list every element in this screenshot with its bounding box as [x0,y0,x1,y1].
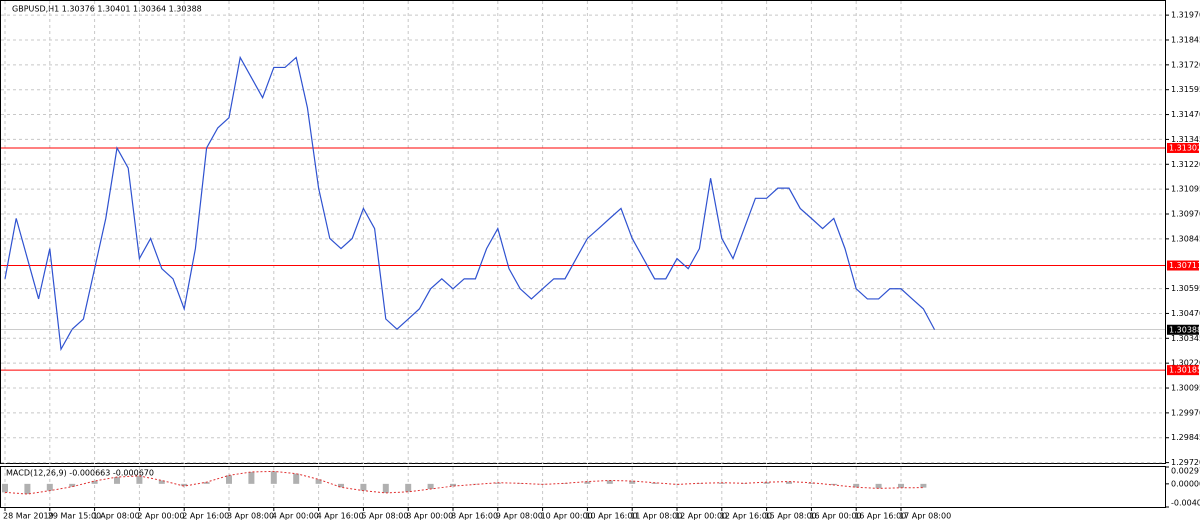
macd-bar [46,483,53,491]
x-tick-label: 2 Apr 00:00 [137,512,184,521]
macd-title: MACD(12,26,9) -0.000663 -0.000670 [6,469,154,478]
y-tick-label: 1.31595 [1171,85,1200,94]
macd-bar [226,475,232,484]
macd-bar [808,482,815,484]
price-label-box [1167,365,1199,376]
y-tick-label: 1.30595 [1171,284,1200,293]
y-tick-label: 1.31095 [1171,185,1200,194]
macd-bar [853,483,860,488]
x-tick-label: 11 Apr 08:00 [630,512,682,521]
macd-bar [69,483,76,487]
macd-bar [114,477,120,484]
macd-bar [718,482,725,484]
y-tick-label: 1.30095 [1171,384,1200,393]
macd-bar [158,480,165,484]
price-label-box [1167,142,1199,153]
macd-bar [136,475,143,484]
x-tick-label: 28 Mar 2019 [3,512,54,521]
x-tick-label: 2 Apr 16:00 [182,512,229,521]
y-tick-label: 1.30345 [1171,334,1200,343]
macd-bar [830,483,837,485]
x-tick-label: 5 Apr 08:00 [361,512,408,521]
macd-bar [360,483,367,491]
y-tick-label: 1.31345 [1171,135,1200,144]
macd-bar [696,483,703,484]
macd-bar [763,482,770,484]
macd-bar [91,481,98,484]
macd-bar [494,482,501,484]
x-tick-label: 4 Apr 16:00 [317,512,364,521]
last-price-label: 1.30388 [1169,325,1200,334]
macd-bar [562,483,568,484]
x-tick-label: 9 Apr 08:00 [496,512,543,521]
price-line [4,55,936,352]
x-tick-label: 16 Apr 16:00 [854,512,906,521]
macd-bar [741,483,748,484]
macd-signal [4,470,924,495]
x-tick-label: 10 Apr 16:00 [585,512,637,521]
x-tick-label: 16 Apr 00:00 [809,512,861,521]
y-tick-label: 0.002972 [1171,467,1200,476]
price-label: 1.30185 [1169,366,1200,375]
y-tick-label: 1.29720 [1171,458,1200,467]
x-tick-label: 8 Apr 16:00 [451,512,498,521]
macd-bar [584,481,591,484]
price-label-box [1167,260,1199,271]
macd-bar [427,483,434,489]
x-tick-label: 29 Mar 15:00 [48,512,101,521]
y-tick-label: 1.31220 [1171,160,1200,169]
y-tick-label: 1.30220 [1171,359,1200,368]
macd-bar [24,483,31,495]
macd-bar [2,483,8,493]
y-tick-label: 1.30845 [1171,234,1200,243]
macd-panel [0,466,1166,508]
y-tick-label: 1.31720 [1171,60,1200,69]
macd-bar [875,483,882,489]
y-tick-label: 1.30970 [1171,210,1200,219]
y-tick-label: 1.30470 [1171,309,1200,318]
macd-bar [338,483,344,488]
y-tick-label: 0.000000 [1171,479,1200,488]
x-tick-label: 1 Apr 08:00 [93,512,140,521]
macd-bar [315,479,322,484]
macd-bar [248,471,255,484]
macd-bar [517,483,524,484]
price-label: 1.31302 [1169,143,1200,152]
macd-bar [181,483,188,487]
x-tick-label: 8 Apr 00:00 [406,512,453,521]
macd-bar [629,481,636,484]
macd-bar [898,483,904,488]
chart-title: GBPUSD,H1 1.30376 1.30401 1.30364 1.3038… [12,5,202,14]
macd-bar [674,483,680,485]
y-tick-label: 1.31470 [1171,110,1200,119]
y-tick-label: 1.31970 [1171,11,1200,20]
x-tick-label: 4 Apr 00:00 [272,512,319,521]
last-price-box [1167,324,1199,335]
x-tick-label: 12 Apr 16:00 [720,512,772,521]
macd-bar [382,483,389,493]
x-tick-label: 12 Apr 00:00 [675,512,727,521]
y-tick-label: 1.31845 [1171,35,1200,44]
price-label: 1.30711 [1169,261,1200,270]
y-tick-label: -0.004082 [1171,499,1200,508]
y-tick-label: 1.29845 [1171,433,1200,442]
x-tick-label: 3 Apr 08:00 [227,512,274,521]
macd-bar [786,481,792,484]
x-tick-label: 10 Apr 00:00 [541,512,593,521]
macd-bar [203,482,210,484]
macd-bar [405,483,412,492]
macd-bar [270,471,277,484]
price-panel [0,0,1166,464]
macd-bar [920,483,927,488]
macd-bar [651,482,658,484]
x-tick-label: 17 Apr 08:00 [899,512,951,521]
macd-bar [606,480,613,484]
macd-bar [450,483,456,487]
y-tick-label: 1.29970 [1171,408,1200,417]
macd-bar [293,473,300,484]
x-tick-label: 15 Apr 08:00 [765,512,817,521]
